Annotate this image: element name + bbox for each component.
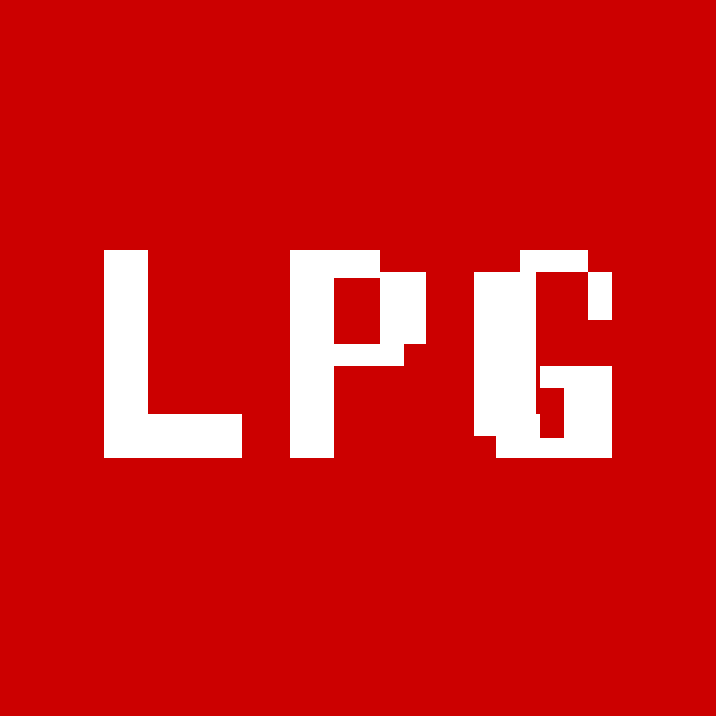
letter-g-glyph [474, 250, 612, 458]
letter-p-glyph [290, 250, 426, 458]
letter-l-glyph [104, 250, 242, 458]
